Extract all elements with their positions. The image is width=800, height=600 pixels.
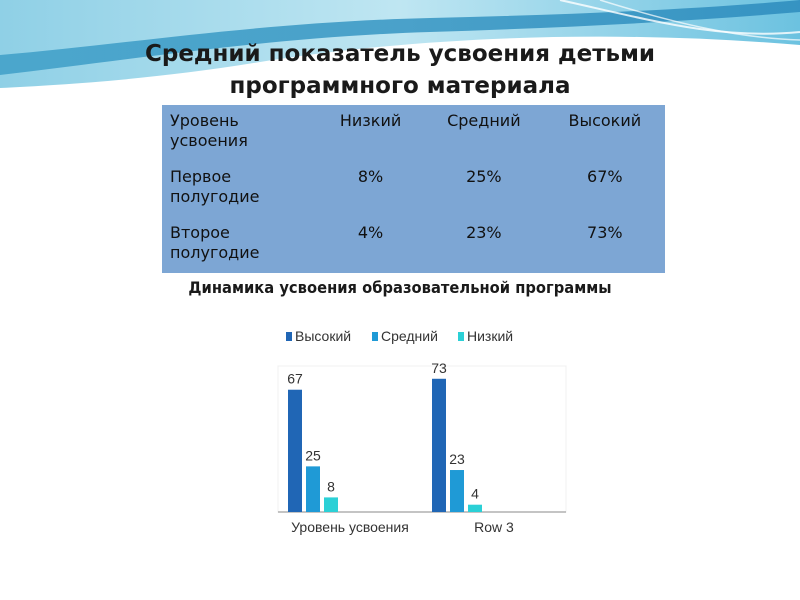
table-cell: 25%	[466, 167, 502, 186]
slide-title-line2: программного материала	[229, 73, 571, 99]
legend-label: Высокий	[295, 328, 351, 344]
data-label: 8	[327, 478, 335, 494]
table-header-cell: Высокий	[568, 111, 642, 130]
table-cell: 23%	[466, 223, 502, 242]
table-cell: 4%	[357, 223, 384, 242]
table-cell: 67%	[587, 167, 623, 186]
data-label: 73	[431, 360, 447, 376]
table-row: Первое полугодие 8% 25% 67%	[162, 161, 665, 217]
bar	[450, 470, 464, 512]
bar	[468, 504, 482, 512]
chart-title: Динамика усвоения образовательной програ…	[188, 278, 612, 297]
table-row-label: Второе полугодие	[170, 223, 260, 262]
bar	[306, 466, 320, 512]
table-header-cell: Средний	[447, 111, 521, 130]
decorative-wave-header	[0, 0, 800, 93]
bar-chart: Высокий Средний Низкий 67 25 8 Уровень усвоени…	[277, 328, 567, 535]
table-header-cell: Уровень усвоения	[170, 111, 248, 150]
data-label: 25	[305, 447, 321, 463]
x-tick-label: Уровень усвоения	[291, 519, 409, 535]
data-label: 23	[449, 451, 465, 467]
bar	[432, 378, 446, 512]
x-tick-label: Row 3	[474, 519, 514, 535]
legend-label: Средний	[381, 328, 438, 344]
table-row-label: Первое полугодие	[170, 167, 260, 206]
table-header-row: Уровень усвоения Низкий Средний Высокий	[162, 105, 665, 161]
table-cell: 73%	[587, 223, 623, 242]
data-table: Уровень усвоения Низкий Средний Высокий …	[162, 105, 665, 273]
slide-title: Средний показатель усвоения детьми прогр…	[60, 38, 740, 102]
legend-label: Низкий	[467, 328, 513, 344]
plot-area	[277, 365, 567, 513]
data-label: 4	[471, 486, 479, 502]
legend-swatch	[458, 332, 464, 341]
table-cell: 8%	[357, 167, 384, 186]
bar	[288, 389, 302, 512]
slide-title-line1: Средний показатель усвоения детьми	[144, 41, 655, 67]
bar	[324, 497, 338, 512]
table-row: Второе полугодие 4% 23% 73%	[162, 217, 665, 273]
data-label: 67	[287, 371, 303, 387]
table-header-cell: Низкий	[339, 111, 402, 130]
legend-swatch	[372, 332, 378, 341]
legend-swatch	[286, 332, 292, 341]
